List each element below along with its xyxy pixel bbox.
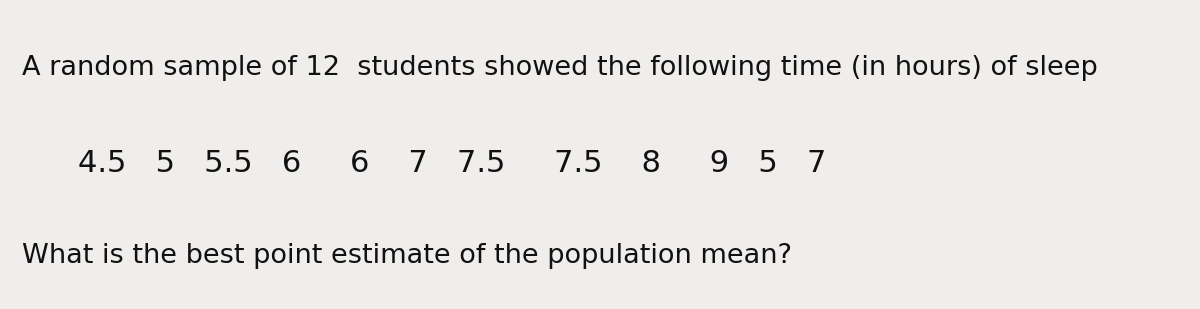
Text: 4.5   5   5.5   6     6    7   7.5     7.5    8     9   5   7: 4.5 5 5.5 6 6 7 7.5 7.5 8 9 5 7 bbox=[78, 149, 827, 178]
Text: A random sample of 12  students showed the following time (in hours) of sleep: A random sample of 12 students showed th… bbox=[22, 55, 1097, 81]
Text: What is the best point estimate of the population mean?: What is the best point estimate of the p… bbox=[22, 243, 792, 269]
